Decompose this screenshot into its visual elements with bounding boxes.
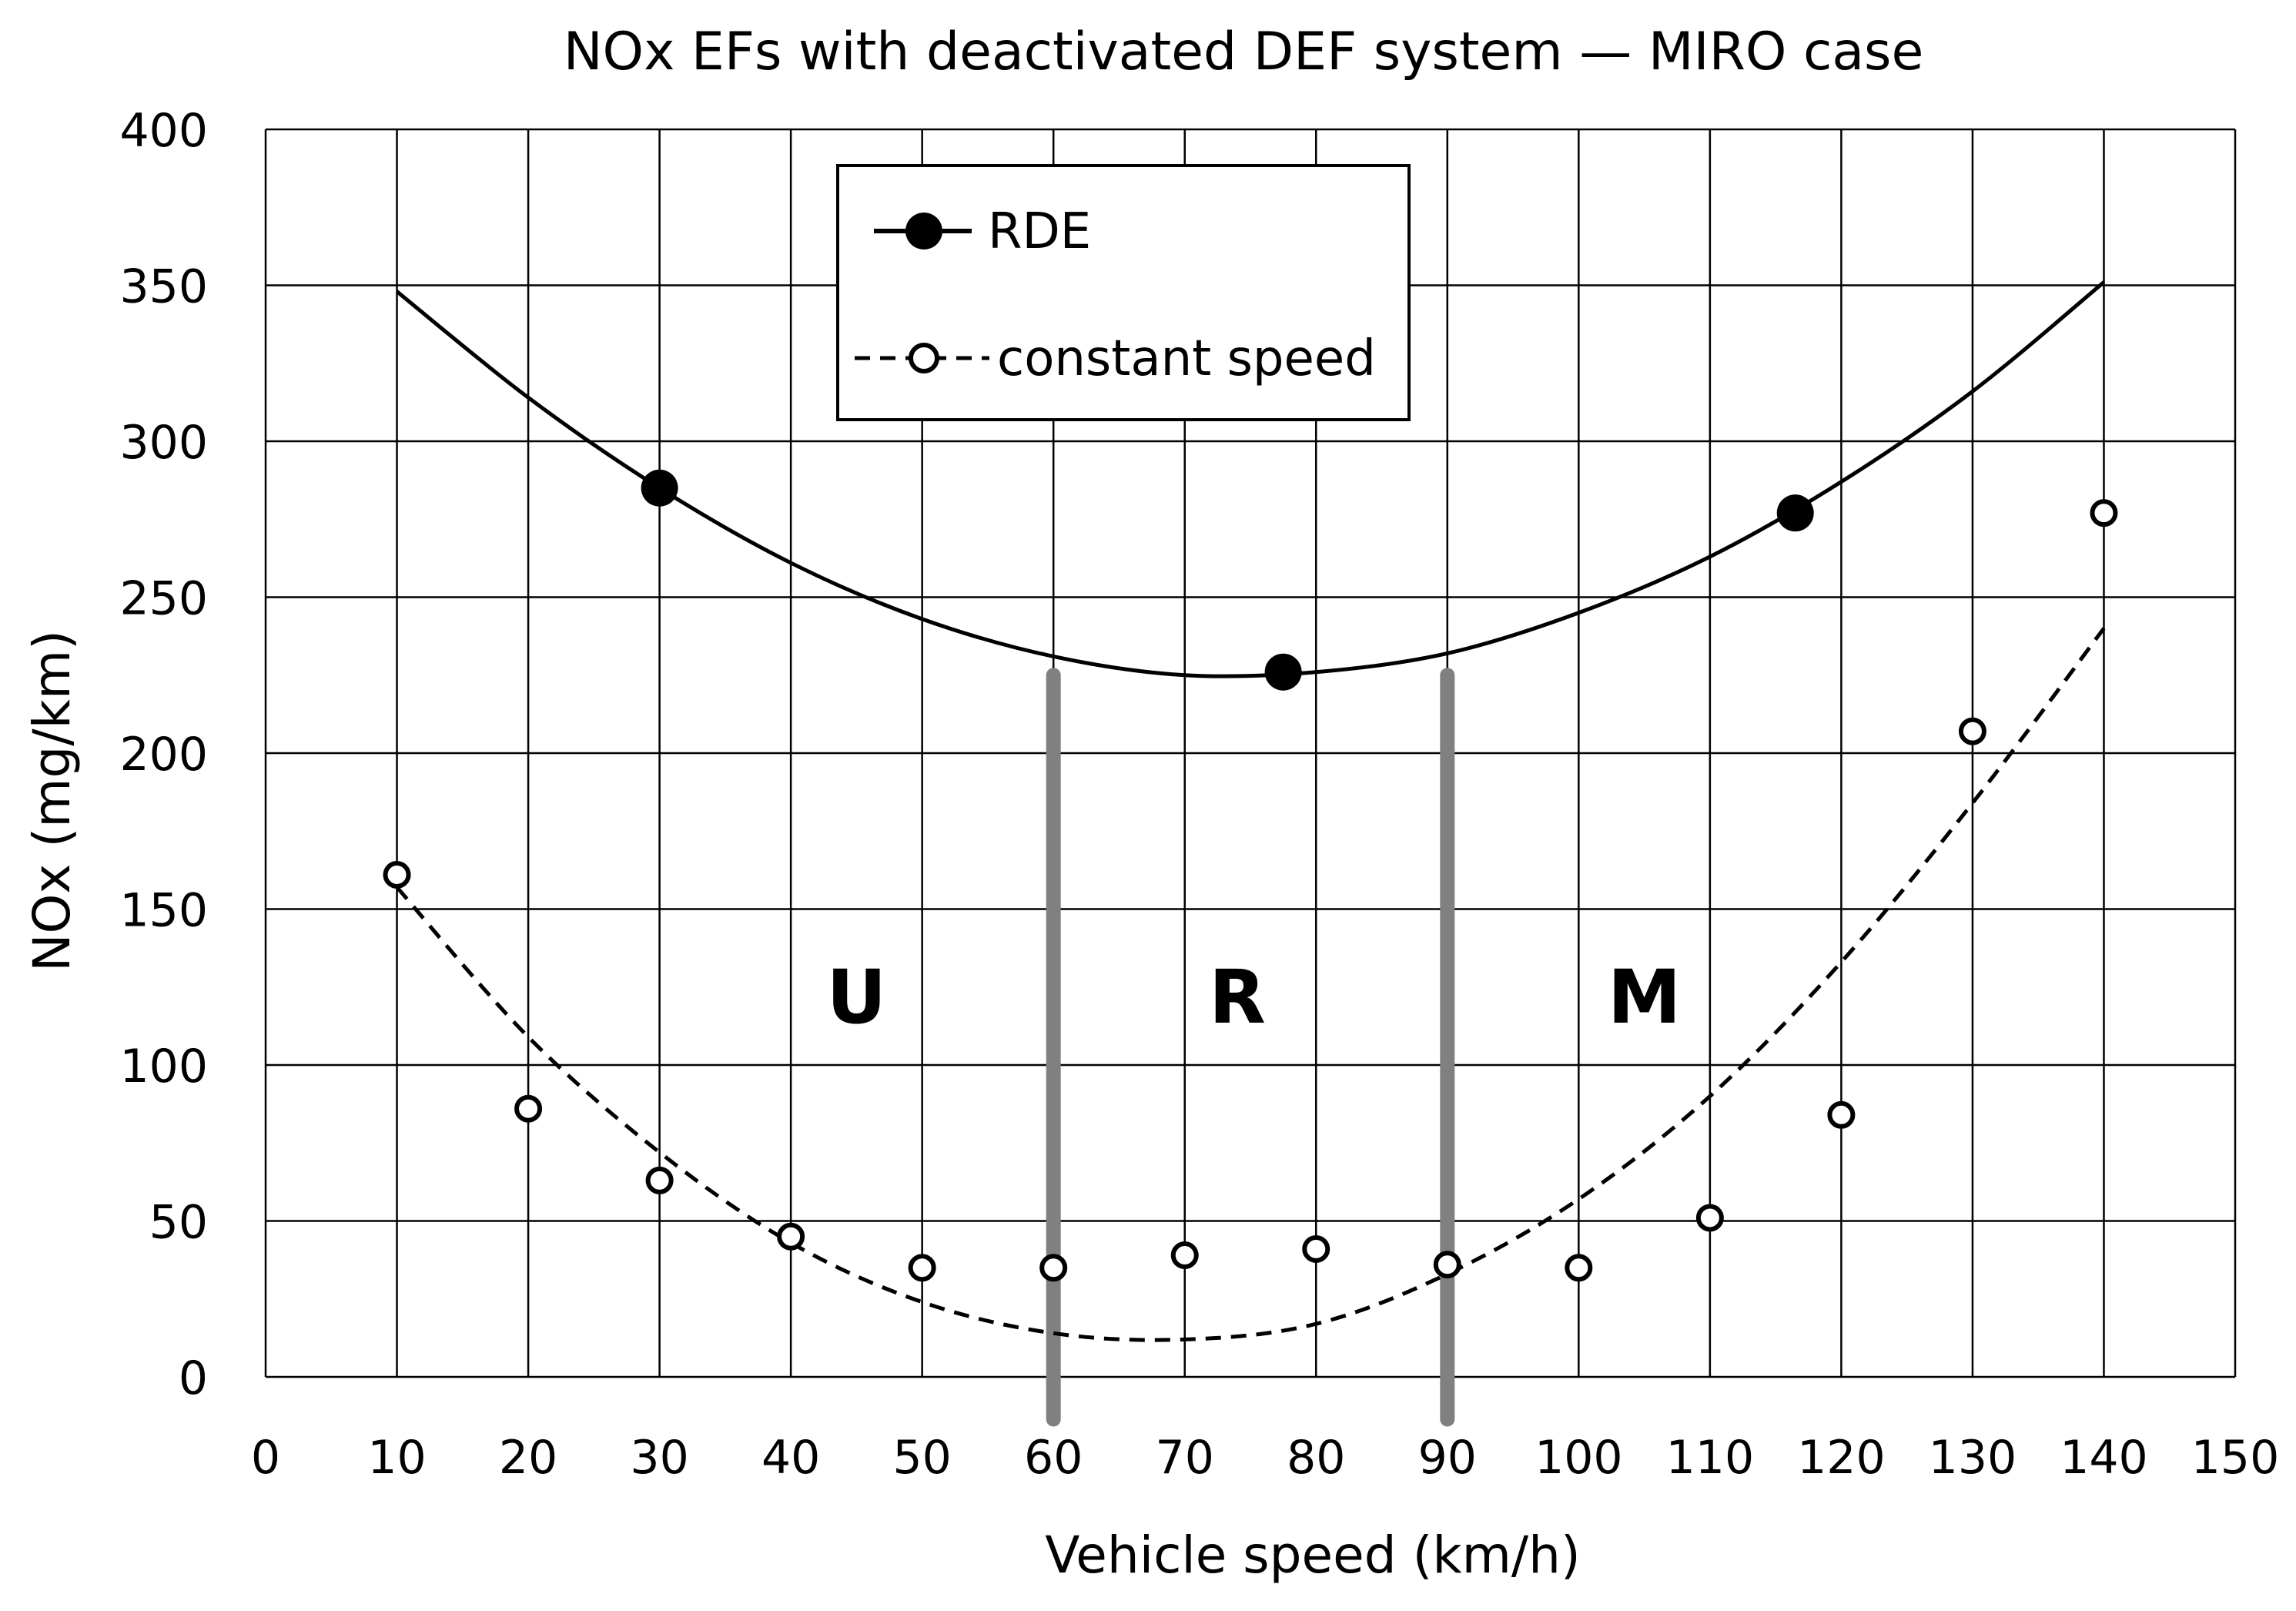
y-tick-label: 400 [119, 104, 208, 158]
x-tick-label: 120 [1797, 1431, 1886, 1485]
constant-speed-trend-line [395, 627, 2106, 1342]
constant-speed-point [2090, 499, 2118, 528]
x-tick-label: 20 [499, 1431, 557, 1485]
y-tick-label: 100 [119, 1040, 208, 1094]
constant-speed-point [514, 1094, 543, 1123]
x-tick-label: 100 [1535, 1431, 1623, 1485]
data-markers [383, 469, 2118, 1282]
constant-speed-point [1958, 717, 1986, 745]
constant-speed-point [1565, 1254, 1593, 1282]
constant-speed-point [1433, 1251, 1461, 1279]
zone-label-M: M [1608, 954, 1682, 1040]
legend-constant-label: constant speed [997, 330, 1376, 387]
constant-speed-point [908, 1254, 936, 1282]
zone-label-R: R [1209, 954, 1266, 1040]
constant-speed-point [1827, 1100, 1856, 1129]
zone-label-U: U [826, 954, 886, 1040]
x-tick-label: 40 [761, 1431, 820, 1485]
x-tick-label: 0 [251, 1431, 280, 1485]
constant-speed-point [1302, 1234, 1330, 1263]
y-tick-label: 200 [119, 728, 208, 782]
x-tick-label: 140 [2060, 1431, 2148, 1485]
legend-box [836, 164, 1411, 421]
x-tick-label: 110 [1666, 1431, 1755, 1485]
constant-speed-point [1039, 1254, 1068, 1282]
x-tick-label: 70 [1156, 1431, 1214, 1485]
x-tick-label: 90 [1418, 1431, 1477, 1485]
constant-speed-point [645, 1166, 674, 1194]
x-tick-label: 50 [892, 1431, 951, 1485]
x-tick-label: 80 [1287, 1431, 1345, 1485]
y-tick-label: 300 [119, 416, 208, 470]
x-tick-label: 150 [2191, 1431, 2280, 1485]
x-tick-label: 60 [1024, 1431, 1083, 1485]
y-tick-label: 150 [119, 884, 208, 938]
x-tick-label: 30 [630, 1431, 688, 1485]
x-tick-label: 130 [1929, 1431, 2017, 1485]
y-tick-label: 50 [149, 1196, 208, 1250]
legend-rde-label: RDE [988, 203, 1091, 260]
legend-rde-marker [905, 213, 942, 250]
constant-speed-point [777, 1222, 805, 1251]
chart-title: NOx EFs with deactivated DEF system — MI… [564, 22, 1924, 82]
x-tick-label: 10 [367, 1431, 426, 1485]
rde-point [1264, 653, 1302, 691]
constant-speed-point [383, 860, 411, 889]
constant-speed-point [1695, 1204, 1724, 1232]
rde-point [1776, 494, 1814, 532]
x-axis-title: Vehicle speed (km/h) [1045, 1526, 1580, 1585]
constant-speed-point [1170, 1241, 1199, 1270]
y-tick-label: 250 [119, 572, 208, 626]
legend-constant-marker [909, 343, 939, 373]
zone-dividers [1046, 668, 1455, 1427]
y-tick-label: 0 [179, 1351, 208, 1405]
y-tick-label: 350 [119, 260, 208, 314]
tick-labels: 0 10 20 30 40 50 60 70 80 90 100 110 120 130 140 150 0 50… [119, 104, 2279, 1485]
rde-point [641, 469, 678, 507]
legend: RDE constant speed [836, 164, 1411, 421]
y-axis-title: NOx (mg/km) [22, 630, 82, 972]
